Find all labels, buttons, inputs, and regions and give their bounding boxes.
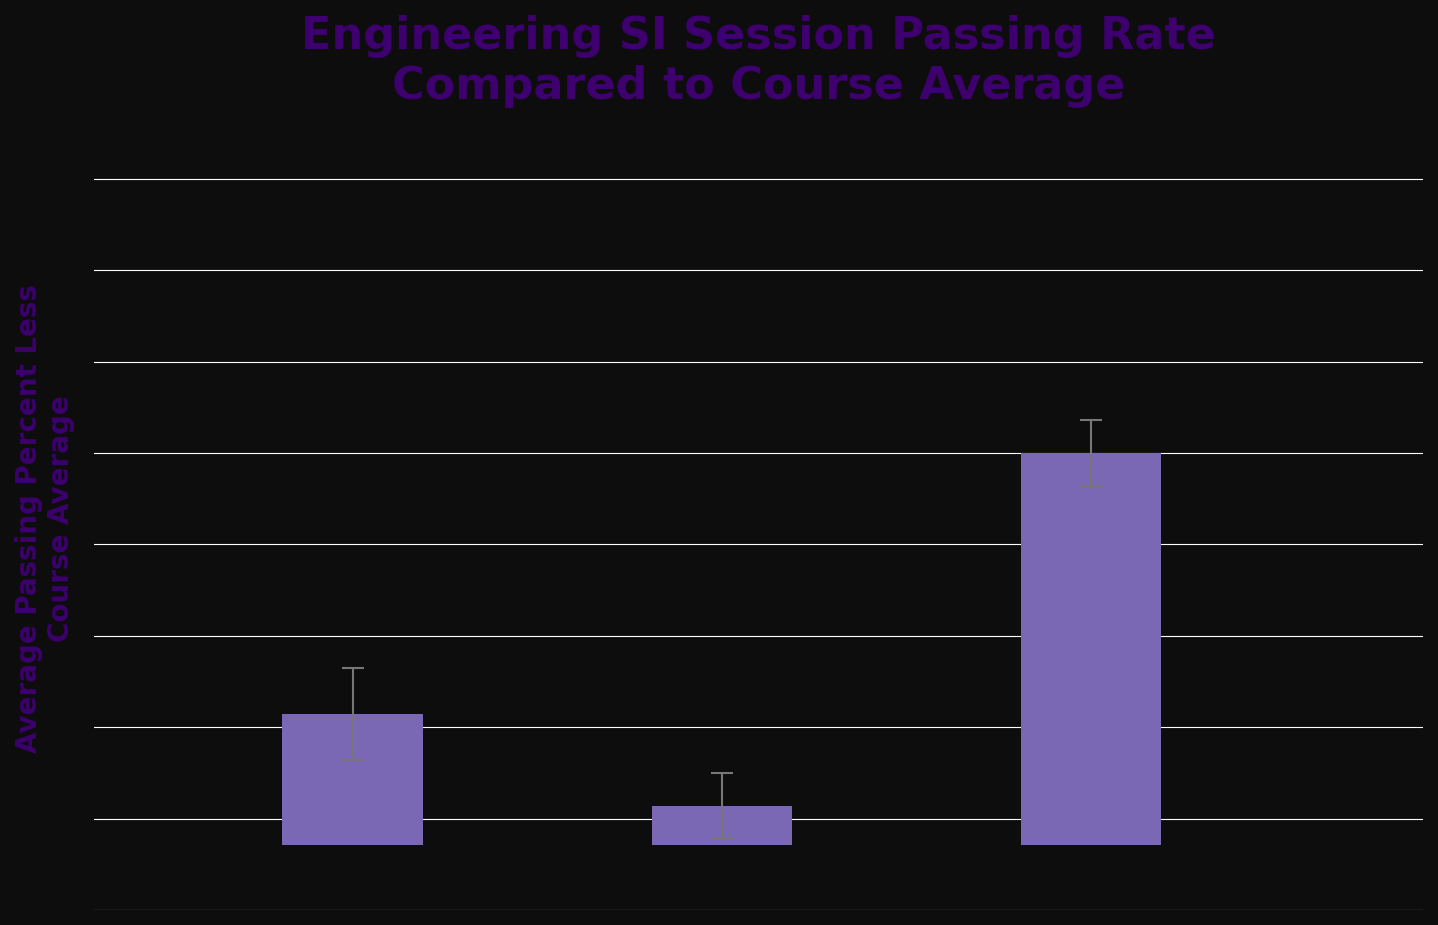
Y-axis label: Average Passing Percent Less
Course Average: Average Passing Percent Less Course Aver… [14,284,75,753]
Bar [282,714,423,845]
Bar [651,806,792,845]
Bar [1021,453,1160,845]
Title: Engineering SI Session Passing Rate
Compared to Course Average: Engineering SI Session Passing Rate Comp… [301,15,1217,108]
